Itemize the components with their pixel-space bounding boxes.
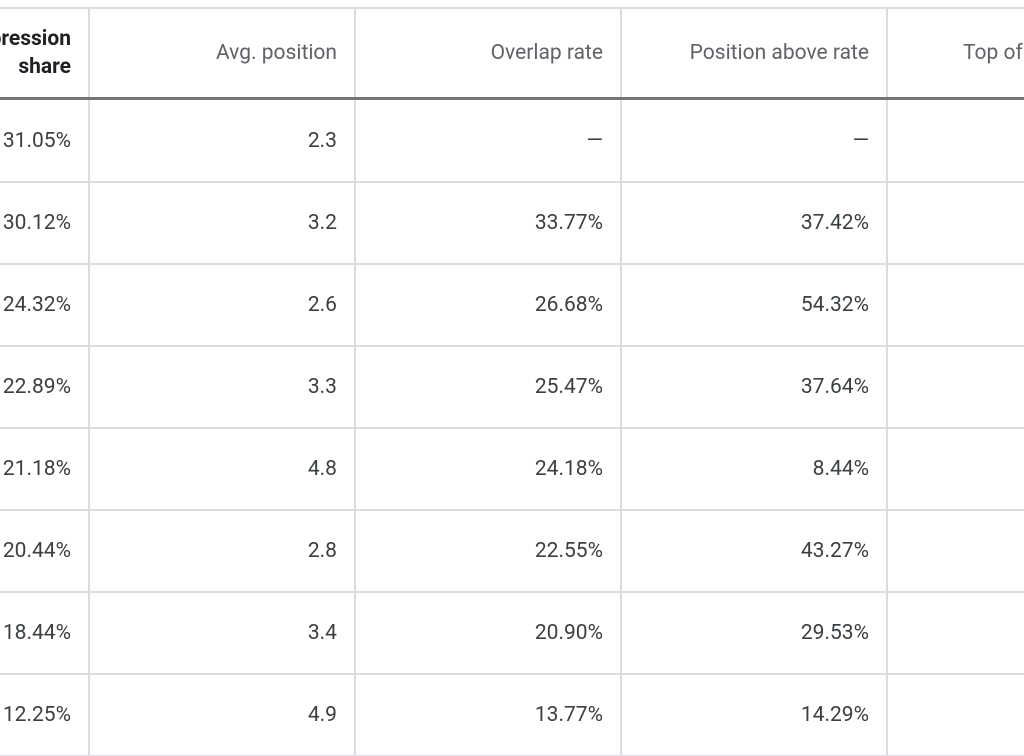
table-cell: — <box>356 100 622 182</box>
cell-text: 2.6 <box>307 293 337 317</box>
table-cell: 2.8 <box>90 510 356 592</box>
table-cell: 24.18% <box>356 428 622 510</box>
cell-text: 30.12% <box>2 211 71 235</box>
cell-text: 33.77% <box>534 211 603 235</box>
column-header[interactable]: Position above rate <box>622 8 888 98</box>
table-cell: 3.3 <box>90 346 356 428</box>
table-cell: 12.25% <box>0 674 90 756</box>
table-cell: 33.77% <box>356 182 622 264</box>
table-cell: 3.4 <box>90 592 356 674</box>
cell-text: 3.4 <box>307 621 337 645</box>
table-cell <box>888 100 1024 182</box>
table-cell: 29.53% <box>622 592 888 674</box>
table-cell: 20.90% <box>356 592 622 674</box>
cell-text: — <box>852 129 869 153</box>
cell-text: 43.27% <box>800 539 869 563</box>
table-cell <box>888 182 1024 264</box>
table-cell <box>888 592 1024 674</box>
cell-text: 20.90% <box>534 621 603 645</box>
table-cell <box>888 346 1024 428</box>
cell-text: 4.8 <box>307 457 337 481</box>
cell-text: 31.05% <box>2 129 71 153</box>
cell-text: 8.44% <box>812 457 869 481</box>
cell-text: 13.77% <box>534 703 603 727</box>
cell-text: 37.64% <box>800 375 869 399</box>
cell-text: 14.29% <box>800 703 869 727</box>
column-header[interactable]: Overlap rate <box>356 8 622 98</box>
table-cell: 37.64% <box>622 346 888 428</box>
table-cell <box>888 510 1024 592</box>
row-divider <box>0 181 1024 183</box>
table-cell: 3.2 <box>90 182 356 264</box>
cell-text: 3.3 <box>307 375 337 399</box>
cell-text: 2.3 <box>307 129 337 153</box>
column-header[interactable]: Avg. position <box>90 8 356 98</box>
top-border <box>0 7 1024 9</box>
table-cell: 43.27% <box>622 510 888 592</box>
column-header[interactable]: Top of <box>888 8 1024 98</box>
table-cell: 54.32% <box>622 264 888 346</box>
table-cell: 22.89% <box>0 346 90 428</box>
cell-text: 3.2 <box>307 211 337 235</box>
cell-text: — <box>586 129 603 153</box>
column-header[interactable]: Impression share <box>0 8 90 98</box>
cell-text: 25.47% <box>534 375 603 399</box>
cell-text: 18.44% <box>2 621 71 645</box>
header-divider <box>0 97 1024 100</box>
cell-text: 37.42% <box>800 211 869 235</box>
table-cell: 2.3 <box>90 100 356 182</box>
table-cell: 25.47% <box>356 346 622 428</box>
table-cell <box>888 674 1024 756</box>
cell-text: 22.89% <box>2 375 71 399</box>
table-cell: 14.29% <box>622 674 888 756</box>
table-cell: 26.68% <box>356 264 622 346</box>
table-cell: 20.44% <box>0 510 90 592</box>
table-cell: 21.18% <box>0 428 90 510</box>
table-cell: 4.8 <box>90 428 356 510</box>
table-cell <box>888 264 1024 346</box>
cell-text: 20.44% <box>2 539 71 563</box>
table-cell: 30.12% <box>0 182 90 264</box>
row-divider <box>0 591 1024 593</box>
table-cell: 37.42% <box>622 182 888 264</box>
cell-text: 22.55% <box>534 539 603 563</box>
cell-text: 12.25% <box>2 703 71 727</box>
cell-text: Avg. position <box>215 41 337 65</box>
table-cell: 8.44% <box>622 428 888 510</box>
table-cell: 24.32% <box>0 264 90 346</box>
cell-text: Overlap rate <box>490 41 603 65</box>
cell-text: Impression share <box>0 27 71 79</box>
table-cell: 4.9 <box>90 674 356 756</box>
table-cell: 2.6 <box>90 264 356 346</box>
cell-text: 29.53% <box>800 621 869 645</box>
cell-text: 2.8 <box>307 539 337 563</box>
table-cell: 18.44% <box>0 592 90 674</box>
row-divider <box>0 673 1024 675</box>
cell-text: Position above rate <box>689 41 869 65</box>
cell-text: 26.68% <box>534 293 603 317</box>
table-cell: 31.05% <box>0 100 90 182</box>
cell-text: 4.9 <box>307 703 337 727</box>
cell-text: 24.32% <box>2 293 71 317</box>
table-cell: — <box>622 100 888 182</box>
table-cell: 13.77% <box>356 674 622 756</box>
cell-text: 21.18% <box>2 457 71 481</box>
cell-text: 54.32% <box>800 293 869 317</box>
table-cell <box>888 428 1024 510</box>
table-cell: 22.55% <box>356 510 622 592</box>
cell-text: Top of <box>963 41 1023 65</box>
row-divider <box>0 345 1024 347</box>
row-divider <box>0 427 1024 429</box>
cell-text: 24.18% <box>534 457 603 481</box>
row-divider <box>0 509 1024 511</box>
row-divider <box>0 263 1024 265</box>
